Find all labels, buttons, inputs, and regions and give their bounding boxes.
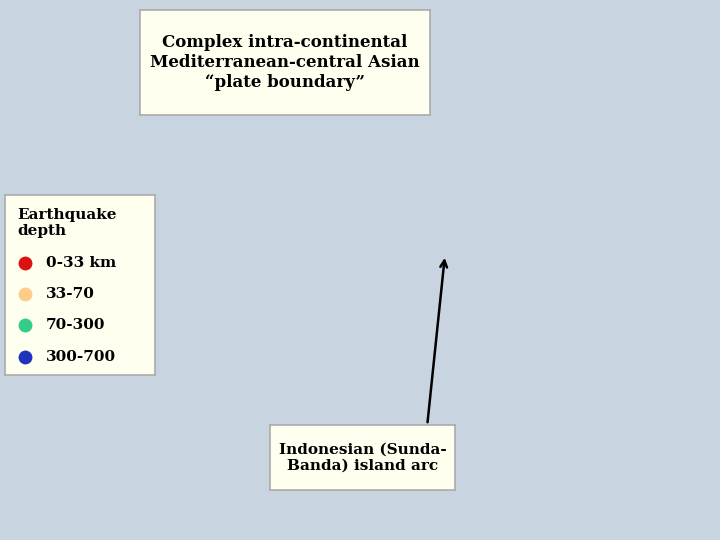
Text: Earthquake
depth: Earthquake depth: [17, 207, 117, 238]
Text: 70-300: 70-300: [45, 318, 105, 332]
Text: 33-70: 33-70: [45, 287, 94, 301]
Text: Complex intra-continental
Mediterranean-central Asian
“plate boundary”: Complex intra-continental Mediterranean-…: [150, 35, 420, 91]
Text: Indonesian (Sunda-
Banda) island arc: Indonesian (Sunda- Banda) island arc: [279, 442, 446, 472]
Text: 300-700: 300-700: [45, 350, 116, 364]
Text: 0-33 km: 0-33 km: [45, 256, 116, 271]
